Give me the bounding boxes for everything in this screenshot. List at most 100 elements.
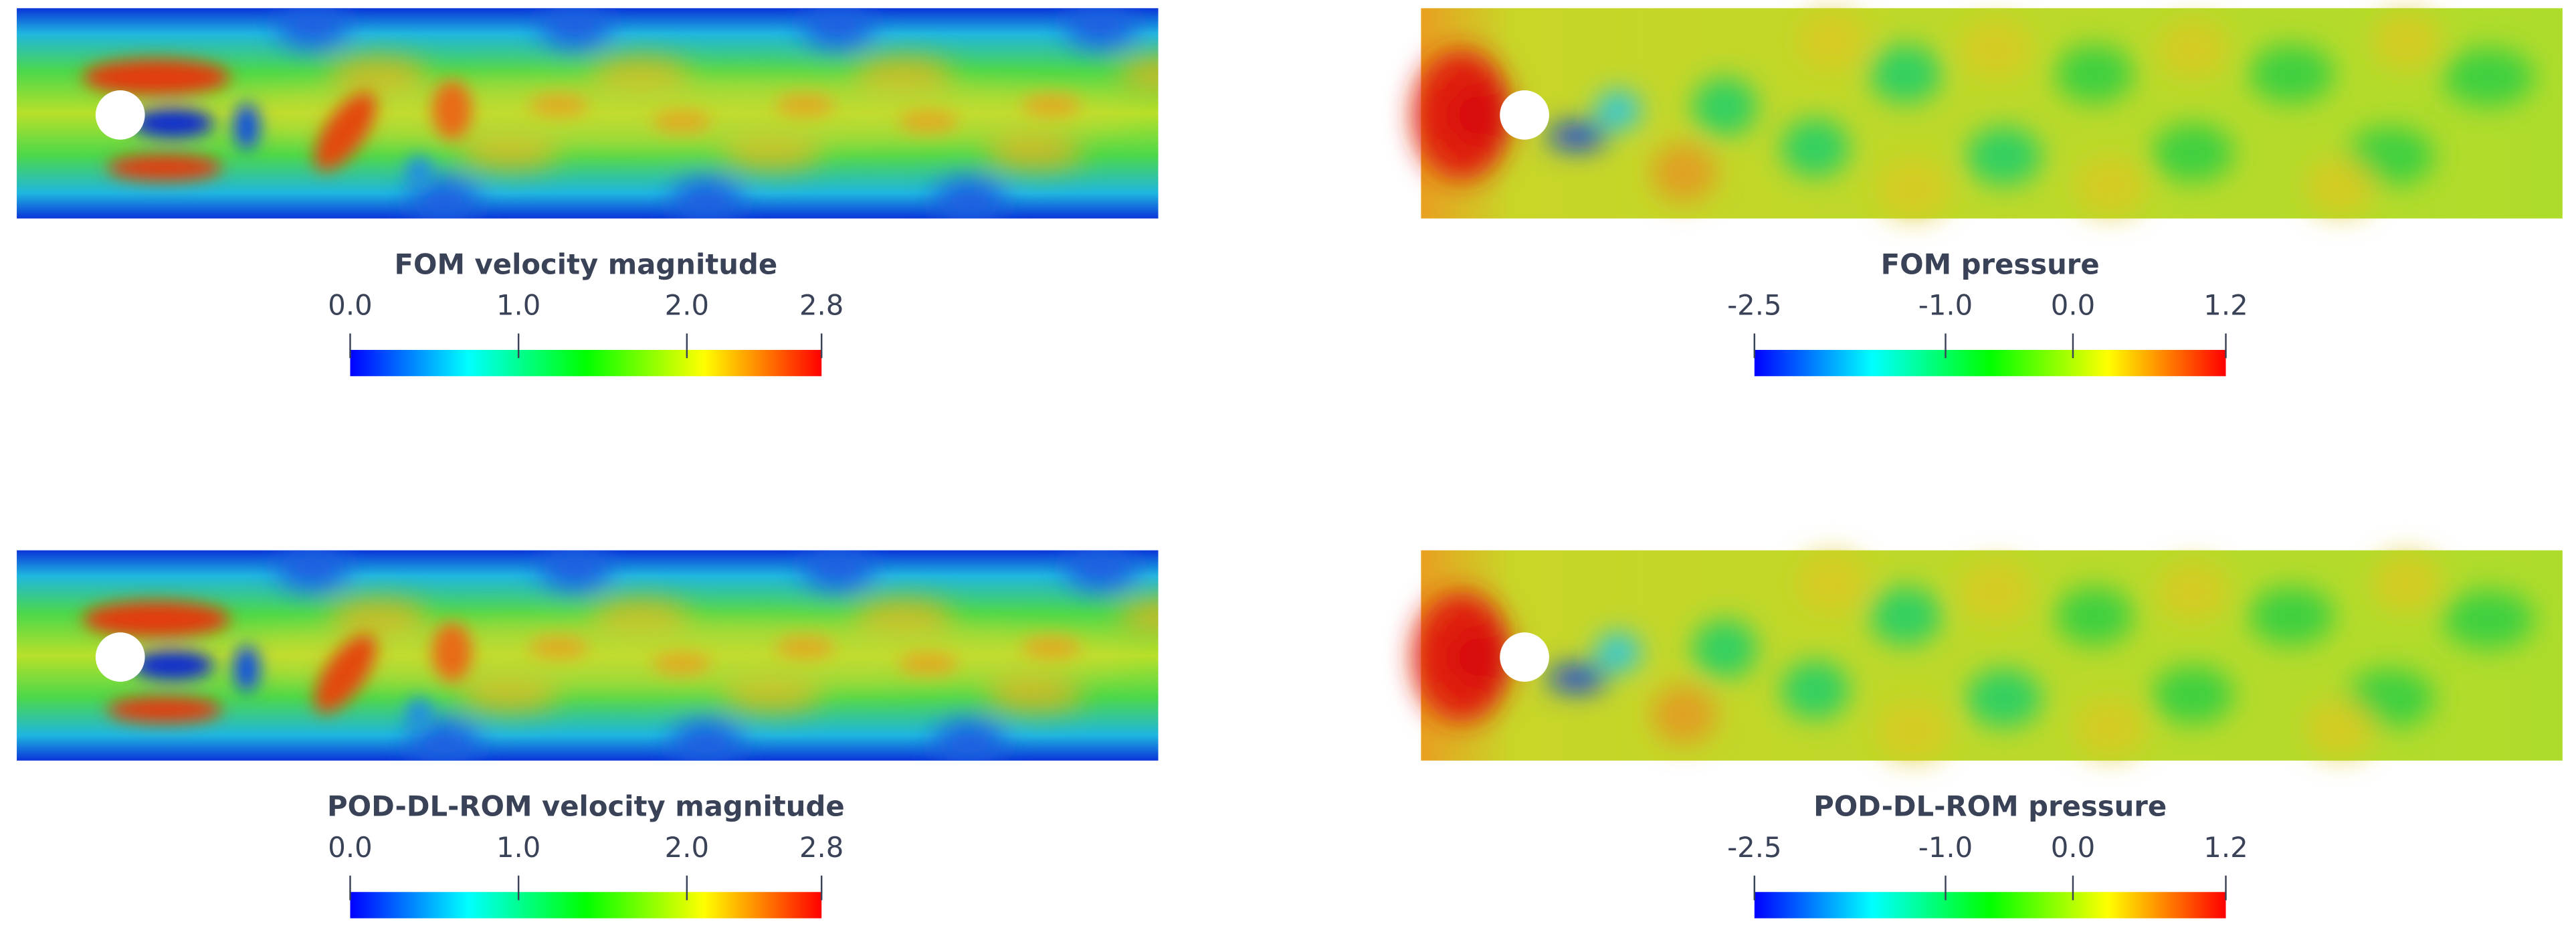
vortex-high	[2304, 698, 2377, 757]
vortex-high	[2157, 19, 2230, 79]
wake-blob	[529, 93, 589, 117]
shear-layer	[82, 601, 231, 638]
field-features	[1413, 11, 2535, 219]
vortex	[538, 550, 611, 590]
tick-label: 0.0	[2051, 831, 2095, 864]
vortex-core	[314, 92, 377, 171]
tick-label: 2.0	[665, 289, 709, 322]
cylinder	[1500, 90, 1549, 140]
colorbar	[350, 892, 822, 919]
tick-label: 1.2	[2203, 831, 2248, 864]
recirculation	[131, 108, 214, 138]
field-panel	[1413, 8, 2563, 219]
vortex-high	[2074, 698, 2147, 757]
colorbar-title: POD-DL-ROM velocity magnitude	[327, 790, 845, 823]
vortex	[801, 550, 874, 590]
tick-label: 1.0	[496, 831, 540, 864]
vortex-high	[2370, 553, 2443, 613]
vortex	[407, 721, 480, 761]
vortex-high	[1959, 561, 2032, 622]
tick-label: -1.0	[1918, 289, 1973, 322]
vortex-core	[432, 622, 472, 682]
vortex-low	[1869, 44, 1942, 104]
wake-blob	[652, 110, 712, 133]
vortex-low	[1692, 619, 1758, 679]
wake-blob	[775, 636, 835, 659]
shear-layer	[107, 696, 222, 723]
vortex-core	[233, 645, 260, 692]
vortex-core	[314, 634, 377, 713]
tick-label: -2.5	[1727, 831, 1781, 864]
vortex-low	[2152, 123, 2234, 183]
tick-label: -1.0	[1918, 831, 1973, 864]
vortex-low	[1966, 668, 2042, 728]
vortex	[985, 136, 1085, 169]
vortex-high	[1795, 553, 1868, 613]
recirculation	[131, 650, 214, 680]
suction	[1547, 123, 1607, 150]
tick-label: 1.0	[496, 289, 540, 322]
vortex-low	[2442, 589, 2535, 649]
cylinder	[95, 90, 145, 140]
vortex	[985, 678, 1085, 712]
vortex-low	[1781, 118, 1850, 178]
vortex	[538, 8, 611, 48]
vortex-high	[1795, 11, 1868, 71]
vortex	[276, 8, 349, 48]
wake-blob	[898, 652, 958, 676]
vortex	[328, 57, 427, 91]
vortex-low	[1869, 586, 1942, 646]
field-panel	[17, 8, 1159, 219]
wake-blob	[529, 636, 589, 659]
vortex	[670, 179, 743, 219]
cylinder	[95, 632, 145, 682]
suction	[1547, 665, 1607, 692]
vortex	[801, 8, 874, 48]
vortex-high	[1877, 701, 1951, 761]
wake-blob	[1021, 636, 1082, 659]
tick-label: 0.0	[328, 289, 372, 322]
vortex-core	[405, 156, 433, 189]
vortex-low	[1966, 126, 2042, 186]
colorbar-title: POD-DL-ROM pressure	[1813, 790, 2167, 823]
cylinder	[1500, 632, 1549, 682]
vortex	[933, 179, 1006, 219]
suction	[1595, 90, 1642, 130]
shear-layer	[82, 59, 231, 96]
vortex-high	[2157, 561, 2230, 622]
vortex	[670, 721, 743, 761]
colorbar	[350, 349, 822, 377]
vortex-high	[2304, 156, 2377, 215]
wake-blob	[898, 110, 958, 133]
stagnation	[1446, 82, 1512, 148]
stagnation	[1446, 624, 1512, 690]
wake-blob	[775, 93, 835, 117]
field-features	[1413, 553, 2535, 761]
field-features	[82, 59, 1082, 189]
high	[1651, 143, 1717, 203]
vortex-core	[432, 80, 472, 140]
colorbar-title: FOM velocity magnitude	[395, 248, 778, 280]
tick-label: 2.8	[799, 289, 844, 322]
vortex-high	[1959, 19, 2032, 79]
colorbar-title: FOM pressure	[1881, 248, 2100, 280]
high	[1651, 684, 1717, 745]
colorbar	[1754, 349, 2226, 377]
vortex	[1117, 58, 1159, 90]
vortex-low	[2248, 44, 2335, 104]
vortex-low	[1781, 660, 1850, 720]
vortex	[328, 599, 427, 633]
vortex	[1117, 599, 1159, 632]
shear-layer	[107, 154, 222, 181]
colorbar	[1754, 892, 2226, 919]
field-features	[82, 601, 1082, 731]
vortex-core	[233, 103, 260, 150]
wake-blob	[1021, 93, 1082, 117]
tick-label: 0.0	[2051, 289, 2095, 322]
vortex	[1064, 8, 1137, 48]
wake-blob	[652, 652, 712, 676]
tick-label: 1.2	[2203, 289, 2248, 322]
tick-label: 0.0	[328, 831, 372, 864]
vortex-low	[2055, 44, 2135, 104]
